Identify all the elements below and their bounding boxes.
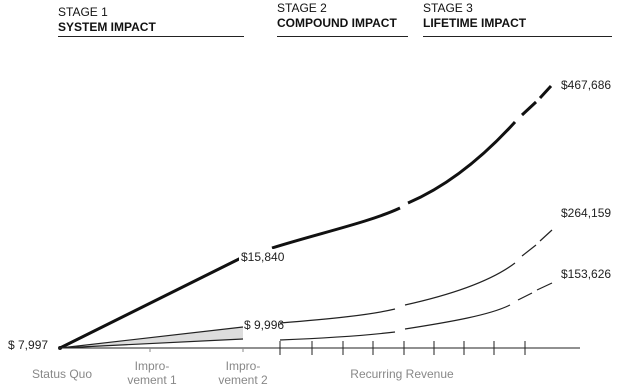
mid-curve bbox=[59, 229, 553, 349]
axis-label: Impro- bbox=[226, 359, 261, 373]
value-label: $153,626 bbox=[561, 267, 611, 281]
stage-label: STAGE 2 bbox=[277, 1, 327, 15]
axis-label: Status Quo bbox=[32, 367, 92, 381]
axis-ticks bbox=[149, 348, 244, 352]
value-label: $ 7,997 bbox=[8, 338, 48, 352]
stage-title: COMPOUND IMPACT bbox=[277, 16, 397, 30]
low-curve bbox=[59, 282, 553, 349]
recurring-ticks bbox=[279, 341, 526, 355]
axis-label: vement 1 bbox=[127, 373, 177, 385]
axis-label: vement 2 bbox=[218, 373, 268, 385]
label-bg bbox=[239, 249, 285, 265]
stage-title: SYSTEM IMPACT bbox=[58, 20, 156, 34]
value-label: $15,840 bbox=[241, 250, 285, 264]
stage-label: STAGE 3 bbox=[423, 1, 473, 15]
stage-label: STAGE 1 bbox=[58, 5, 108, 19]
top-curve bbox=[59, 84, 553, 350]
stage-title: LIFETIME IMPACT bbox=[423, 16, 527, 30]
value-label: $ 9,996 bbox=[244, 318, 284, 332]
axis-label: Impro- bbox=[135, 359, 170, 373]
value-label: $467,686 bbox=[561, 78, 611, 92]
axis-label: Recurring Revenue bbox=[350, 367, 454, 381]
value-label: $264,159 bbox=[561, 206, 611, 220]
